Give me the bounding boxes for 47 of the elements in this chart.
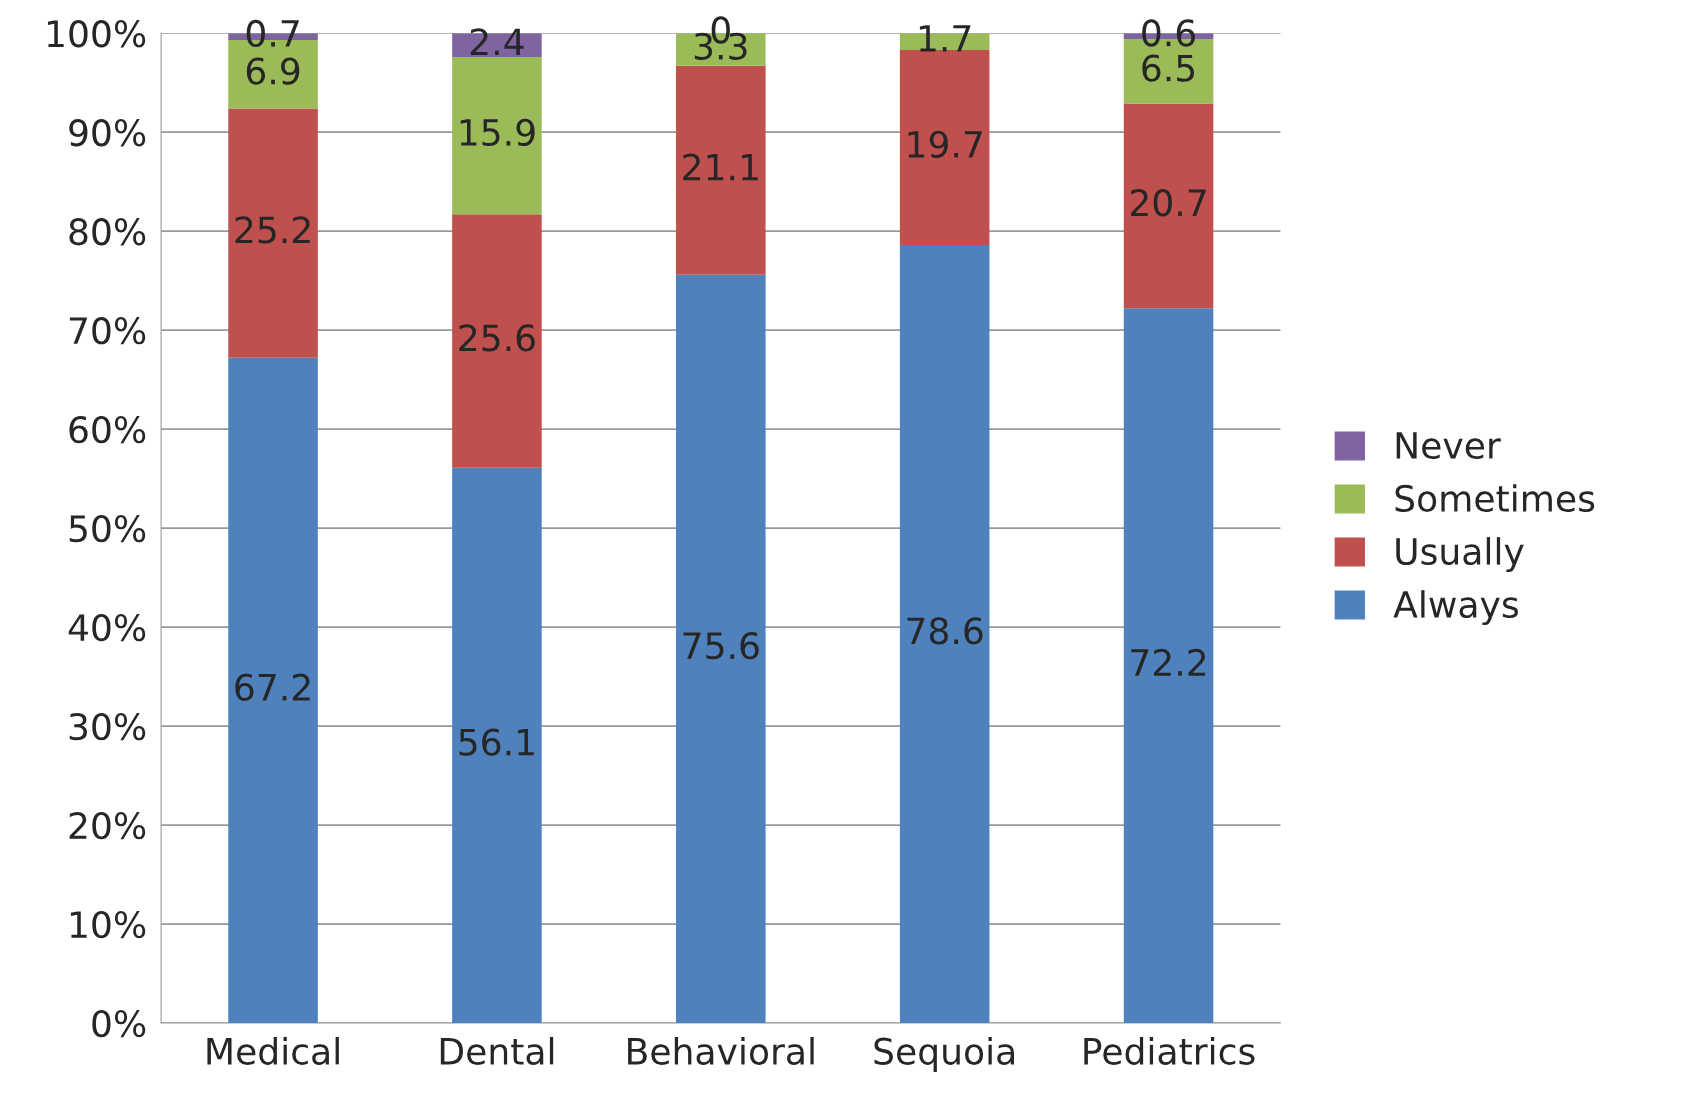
- data-label: 78.6: [907, 617, 983, 645]
- bar: [452, 214, 542, 468]
- y-tick-label: 90%: [69, 119, 146, 147]
- bar: [452, 56, 542, 215]
- y-tick-label: 100%: [47, 20, 146, 48]
- y-tick-label: 70%: [69, 317, 146, 345]
- bar: [899, 50, 990, 246]
- data-label: 19.7: [908, 130, 982, 158]
- data-label: 2.4: [470, 28, 524, 56]
- y-tick-label: 60%: [69, 416, 146, 444]
- data-label: 67.2: [235, 673, 310, 701]
- bar: [676, 65, 766, 275]
- y-tick-label: 80%: [69, 218, 146, 246]
- data-label: 21.1: [683, 153, 758, 181]
- y-tick-label: 30%: [69, 713, 146, 741]
- legend-label: Always: [1393, 590, 1518, 626]
- bar: [676, 274, 766, 1024]
- data-label: 25.2: [235, 216, 310, 244]
- x-tick-label: Sequoia: [874, 1036, 1014, 1072]
- data-label: 6.9: [246, 57, 300, 85]
- x-tick-label: Medical: [207, 1036, 339, 1065]
- data-label: 6.5: [1142, 54, 1195, 82]
- data-label: 72.2: [1131, 648, 1206, 676]
- data-label: 15.9: [460, 118, 535, 147]
- bar: [899, 245, 990, 1024]
- data-label: 20.7: [1130, 189, 1206, 217]
- x-tick-label: Pediatrics: [1084, 1036, 1255, 1065]
- legend-label: Usually: [1396, 537, 1524, 573]
- data-label: 56.1: [459, 728, 534, 756]
- data-label: 75.6: [683, 632, 759, 660]
- x-tick-label: Behavioral: [628, 1036, 814, 1065]
- legend-label: Sometimes: [1395, 484, 1595, 513]
- data-label: 1.7: [919, 25, 971, 52]
- y-tick-label: 10%: [70, 910, 146, 939]
- bar: [1123, 103, 1214, 309]
- legend-label: Never: [1396, 432, 1501, 460]
- y-tick-label: 0%: [92, 1009, 146, 1038]
- bar: [228, 108, 318, 358]
- bar: [228, 357, 318, 1024]
- y-tick-label: 50%: [69, 515, 146, 543]
- bar: [452, 467, 542, 1024]
- y-tick-label: 40%: [68, 614, 146, 642]
- data-label: 25.6: [459, 324, 535, 352]
- y-tick-label: 20%: [69, 811, 146, 840]
- data-label: 0.6: [1142, 19, 1195, 47]
- bar: [1123, 308, 1214, 1024]
- x-tick-label: Dental: [440, 1036, 554, 1065]
